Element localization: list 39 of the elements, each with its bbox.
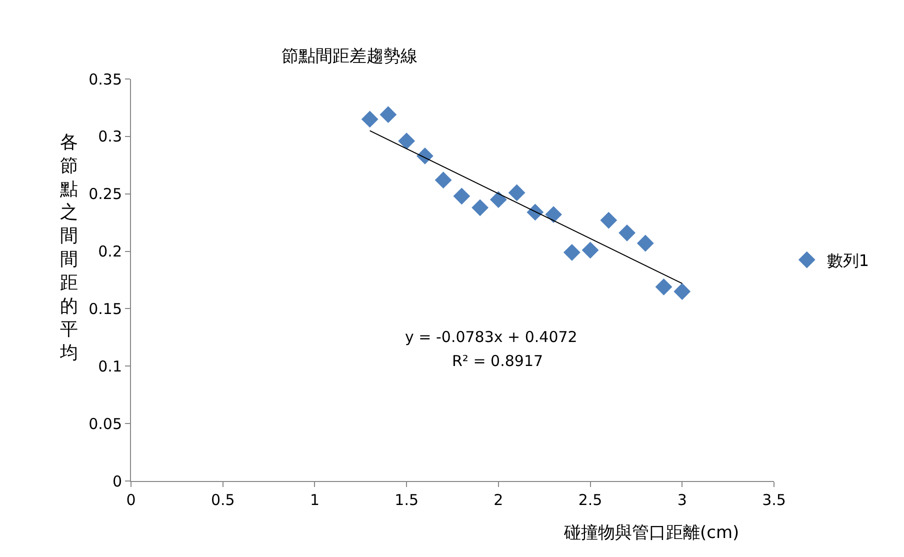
x-tick-label: 1.5: [394, 491, 418, 509]
point: [563, 244, 580, 261]
chart-title: 節點間距差趨勢線: [282, 46, 418, 66]
y-tick-label: 0: [112, 472, 122, 490]
point: [655, 278, 672, 296]
x-tick-label: 1: [310, 491, 320, 509]
point: [508, 184, 526, 202]
point: [361, 110, 378, 128]
x-tick-label: 2.5: [578, 491, 602, 509]
point: [526, 204, 544, 221]
x-tick-label: 3: [677, 491, 687, 509]
legend-label: 數列1: [826, 251, 870, 270]
point: [636, 234, 654, 252]
point: [582, 242, 599, 259]
point: [434, 172, 452, 189]
point: [545, 206, 562, 223]
y-tick-label: 0.15: [88, 300, 122, 318]
point: [453, 188, 470, 205]
y-tick-label: 0.25: [88, 185, 122, 204]
point: [380, 106, 397, 124]
x-tick-label: 3.5: [762, 491, 786, 509]
x-tick-label: 0.5: [210, 491, 235, 509]
point: [600, 212, 618, 229]
annotation: y = -0.0783x + 0.4072: [405, 328, 578, 346]
x-tick-label: 2: [494, 491, 504, 509]
annotation: R² = 0.8917: [452, 352, 544, 370]
x-axis-title: 碰撞物與管口距離(cm): [563, 523, 740, 543]
point: [674, 283, 691, 300]
point: [618, 224, 636, 242]
x-tick-label: 0: [126, 491, 136, 509]
text: 各節點之間間距的平均: [60, 132, 78, 364]
y-tick-label: 0.2: [98, 242, 122, 261]
point: [490, 191, 507, 208]
point: [398, 132, 416, 150]
y-tick-label: 0.05: [88, 414, 122, 433]
y-tick-label: 0.3: [98, 128, 122, 146]
y-tick-label: 0.35: [88, 70, 122, 88]
point: [472, 199, 489, 216]
y-tick-label: 0.1: [98, 357, 122, 376]
